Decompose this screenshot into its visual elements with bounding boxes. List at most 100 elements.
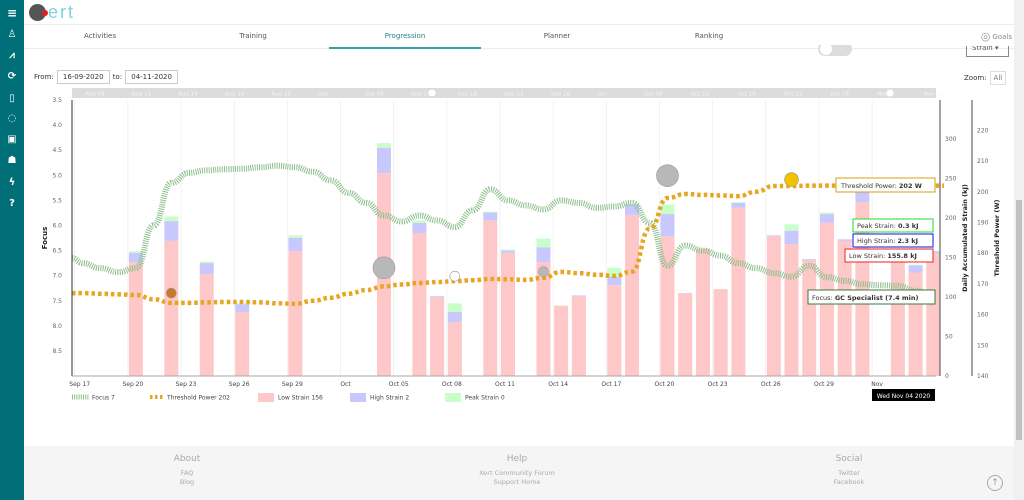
bar-high-strain [855, 191, 870, 203]
bar-low-strain [235, 312, 250, 376]
logo[interactable]: ert [29, 2, 75, 22]
footer-link-support[interactable]: Support Home [493, 478, 541, 486]
x-tick-label: Oct 08 [442, 381, 462, 388]
metric-select[interactable]: Strain ▾ [966, 46, 1009, 57]
power-tick-label: 150 [977, 342, 989, 349]
x-tick-label: Nov [871, 381, 883, 388]
power-tick-label: 170 [977, 281, 989, 288]
bar-peak-strain [483, 211, 498, 213]
from-date-input[interactable] [56, 70, 110, 84]
bar-low-strain [625, 214, 640, 376]
tab-ranking[interactable]: Ranking [694, 32, 724, 40]
bar-low-strain [731, 207, 746, 376]
bar-high-strain [412, 222, 427, 234]
group-icon[interactable]: ☗ [7, 155, 17, 166]
future-activities-toggle[interactable] [818, 45, 852, 56]
svg-text:Threshold Power: 202 W: Threshold Power: 202 W [840, 182, 922, 190]
power-tick-label: 200 [977, 189, 989, 196]
tooltip-peak-value: 0.3 kJ [898, 222, 919, 230]
tab-training[interactable]: Training [239, 32, 267, 40]
target-icon: ◎ [980, 30, 991, 43]
bar-low-strain [554, 305, 569, 376]
scroll-top-button[interactable]: ↑ [987, 475, 1003, 491]
bar-peak-strain [128, 251, 143, 253]
help-icon[interactable]: ? [9, 198, 15, 209]
focus-tick-label: 6.5 [52, 248, 62, 255]
navigator[interactable]: Aug 09 Aug 14 Aug 19 Aug 24 Aug 29 Sep Sep 08 S… [72, 88, 944, 98]
tab-progression[interactable]: Progression [329, 25, 481, 49]
focus-axis-title: Focus [41, 227, 49, 250]
bar-high-strain [447, 312, 462, 323]
navigator-label: Aug 29 [271, 92, 291, 98]
bar-high-strain [536, 247, 551, 263]
legend-focus-label: Focus 7 [92, 395, 115, 402]
x-tick-label: Sep 20 [122, 381, 143, 388]
bar-low-strain [288, 251, 303, 376]
navigator-label: Nov [877, 92, 888, 98]
tooltip-threshold-label: Threshold Power: [840, 182, 897, 190]
bar-peak-strain [819, 212, 834, 215]
focus-tick-label: 3.5 [52, 97, 62, 104]
navigator-label: Oct 23 [784, 92, 803, 98]
tab-activities[interactable]: Activities [84, 32, 116, 40]
navigator-label: Oct 13 [691, 92, 710, 98]
logo-mark [29, 3, 48, 21]
bar-high-strain [802, 259, 817, 260]
strain-tick-label: 300 [945, 136, 957, 143]
tooltip-threshold: Threshold Power: 202 W [835, 177, 936, 193]
x-tick-label: Oct 17 [601, 381, 621, 388]
phone-icon[interactable]: ▯ [9, 93, 15, 104]
focus-line [71, 162, 934, 299]
gauge-icon[interactable]: ◌ [7, 113, 17, 124]
future-activities-label: Hide Future Activities [856, 40, 931, 48]
tooltip-focus: Focus: GC Specialist (7.4 min) [807, 289, 936, 305]
focus-tick-label: 8.5 [52, 348, 62, 355]
bolt-icon[interactable]: ϟ [8, 177, 16, 188]
bar-low-strain [766, 236, 781, 376]
strain-axis-title: Daily Accumulated Strain (kJ) [961, 184, 969, 292]
page-scrollbar[interactable] [1014, 0, 1024, 500]
power-axis-title: Threshold Power (W) [993, 199, 1001, 276]
logo-text: ert [48, 1, 76, 22]
bar-peak-strain [908, 264, 923, 266]
x-tick-label: Oct 26 [761, 381, 781, 388]
progression-chart[interactable]: Aug 09 Aug 14 Aug 19 Aug 24 Aug 29 Sep Sep 08 S… [0, 0, 1014, 440]
navigator-handle [428, 89, 436, 97]
focus-tick-label: 7.5 [52, 298, 62, 305]
scrollbar-thumb[interactable] [1016, 200, 1022, 440]
legend-threshold-label: Threshold Power 202 [166, 395, 230, 402]
bar-high-strain [376, 147, 391, 173]
chart-icon[interactable]: ⩘ [9, 50, 15, 61]
navigator-label: Sep 28 [551, 92, 571, 98]
tab-planner[interactable]: Planner [543, 32, 571, 40]
navigator-label: Sep 13 [411, 92, 431, 98]
footer-link-twitter[interactable]: Twitter [838, 469, 860, 477]
zoom-all-button[interactable]: All [989, 71, 1007, 85]
navigator-band [72, 88, 936, 98]
footer-link-faq[interactable]: FAQ [180, 469, 194, 477]
to-date-input[interactable] [125, 70, 179, 84]
video-icon[interactable]: ▣ [7, 134, 17, 145]
footer-link-facebook[interactable]: Facebook [833, 478, 865, 486]
main-tabs: Activities Training Progression Planner … [24, 24, 1014, 49]
refresh-icon[interactable]: ⟳ [7, 71, 17, 82]
breakthrough-marker [784, 172, 799, 187]
bar-high-strain [908, 265, 923, 273]
bar-high-strain [819, 214, 834, 223]
breakthrough-marker [656, 164, 679, 187]
footer-link-forum[interactable]: Xert Community Forum [479, 469, 555, 477]
goals-button[interactable]: ◎ Goals [981, 30, 1012, 43]
x-tick-label: Oct 23 [708, 381, 728, 388]
bar-low-strain [837, 240, 852, 376]
legend-peak-label: Peak Strain 0 [465, 395, 505, 402]
series-lines [71, 162, 944, 307]
footer-link-blog[interactable]: Blog [179, 478, 195, 486]
user-icon[interactable]: ♙ [7, 29, 17, 40]
menu-icon[interactable]: ≡ [6, 6, 18, 20]
bar-low-strain [501, 252, 515, 376]
tooltip-high-value: 2.3 kJ [898, 237, 919, 245]
bar-low-strain [412, 233, 427, 376]
bar-low-strain [199, 274, 214, 376]
tooltip-high: High Strain: 2.3 kJ [852, 233, 934, 248]
legend-low-label: Low Strain 156 [278, 395, 323, 402]
